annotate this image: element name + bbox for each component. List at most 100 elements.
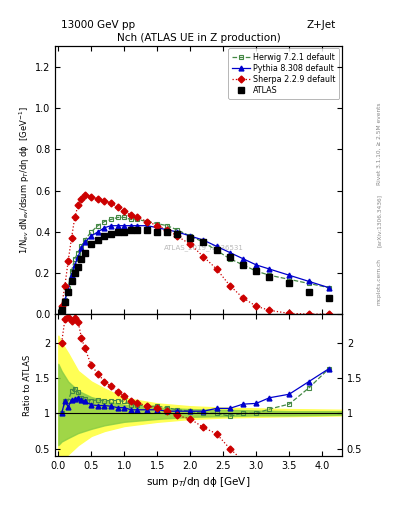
Sherpa 2.2.9 default [228,283,232,289]
Sherpa 2.2.9 default [135,215,140,221]
Pythia 8.308 default [69,272,74,279]
Text: 13000 GeV pp: 13000 GeV pp [61,20,135,30]
ATLAS [188,235,193,241]
Herwig 7.2.1 default [145,219,150,225]
Pythia 8.308 default [135,223,140,229]
Sherpa 2.2.9 default [241,295,245,301]
Line: ATLAS: ATLAS [59,227,332,313]
Pythia 8.308 default [228,249,232,255]
Line: Sherpa 2.2.9 default: Sherpa 2.2.9 default [59,193,331,316]
Herwig 7.2.1 default [69,268,74,274]
Herwig 7.2.1 default [228,255,232,262]
Herwig 7.2.1 default [79,243,84,249]
ATLAS [102,233,107,239]
Herwig 7.2.1 default [76,249,81,255]
Herwig 7.2.1 default [95,223,100,229]
Pythia 8.308 default [89,233,94,239]
Pythia 8.308 default [214,243,219,249]
Text: [arXiv:1306.3436]: [arXiv:1306.3436] [377,194,382,247]
Pythia 8.308 default [287,272,292,279]
ATLAS [174,231,179,237]
Pythia 8.308 default [129,223,133,229]
Herwig 7.2.1 default [135,217,140,223]
Text: ATLAS_2019_I1736531: ATLAS_2019_I1736531 [164,244,244,251]
Sherpa 2.2.9 default [109,200,114,206]
Herwig 7.2.1 default [241,262,245,268]
Pythia 8.308 default [62,297,67,303]
Text: Z+Jet: Z+Jet [307,20,336,30]
Sherpa 2.2.9 default [214,266,219,272]
Herwig 7.2.1 default [214,247,219,253]
Pythia 8.308 default [241,255,245,262]
ATLAS [201,239,206,245]
Sherpa 2.2.9 default [129,212,133,219]
ATLAS [155,229,160,235]
Pythia 8.308 default [115,223,120,229]
Pythia 8.308 default [83,239,87,245]
Pythia 8.308 default [66,287,71,293]
Pythia 8.308 default [307,279,311,285]
Herwig 7.2.1 default [66,285,71,291]
Pythia 8.308 default [267,266,272,272]
Sherpa 2.2.9 default [122,208,127,215]
Sherpa 2.2.9 default [267,307,272,313]
Herwig 7.2.1 default [109,217,114,223]
Text: Nch (ATLAS UE in Z production): Nch (ATLAS UE in Z production) [117,33,280,44]
ATLAS [62,299,67,305]
Sherpa 2.2.9 default [62,283,67,289]
Pythia 8.308 default [102,225,107,231]
ATLAS [241,262,245,268]
ATLAS [72,270,77,276]
ATLAS [214,247,219,253]
ATLAS [228,253,232,260]
ATLAS [59,307,64,313]
Sherpa 2.2.9 default [174,233,179,239]
Y-axis label: 1/N$_{ev}$ dN$_{ev}$/dsum p$_T$/dη dϕ  [GeV$^{-1}$]: 1/N$_{ev}$ dN$_{ev}$/dsum p$_T$/dη dϕ [G… [18,106,32,254]
Sherpa 2.2.9 default [69,235,74,241]
Y-axis label: Ratio to ATLAS: Ratio to ATLAS [23,354,32,416]
Sherpa 2.2.9 default [79,196,84,202]
ATLAS [115,229,120,235]
Herwig 7.2.1 default [188,233,193,239]
Pythia 8.308 default [188,233,193,239]
Sherpa 2.2.9 default [72,215,77,221]
ATLAS [69,279,74,285]
ATLAS [287,281,292,287]
Herwig 7.2.1 default [102,219,107,225]
Pythia 8.308 default [72,262,77,268]
Pythia 8.308 default [165,227,169,233]
Sherpa 2.2.9 default [326,311,331,317]
Legend: Herwig 7.2.1 default, Pythia 8.308 default, Sherpa 2.2.9 default, ATLAS: Herwig 7.2.1 default, Pythia 8.308 defau… [228,49,340,99]
Sherpa 2.2.9 default [66,258,71,264]
Herwig 7.2.1 default [62,297,67,303]
Pythia 8.308 default [76,253,81,260]
ATLAS [254,268,259,274]
Sherpa 2.2.9 default [201,253,206,260]
Herwig 7.2.1 default [326,285,331,291]
ATLAS [95,237,100,243]
Herwig 7.2.1 default [165,223,169,229]
Pythia 8.308 default [155,225,160,231]
ATLAS [89,241,94,247]
Sherpa 2.2.9 default [165,227,169,233]
ATLAS [83,249,87,255]
ATLAS [135,227,140,233]
Herwig 7.2.1 default [59,307,64,313]
ATLAS [66,289,71,295]
ATLAS [122,229,127,235]
Sherpa 2.2.9 default [89,194,94,200]
Sherpa 2.2.9 default [145,219,150,225]
Sherpa 2.2.9 default [95,196,100,202]
Pythia 8.308 default [122,223,127,229]
Sherpa 2.2.9 default [115,204,120,210]
Sherpa 2.2.9 default [188,241,193,247]
Pythia 8.308 default [109,223,114,229]
ATLAS [326,295,331,301]
Herwig 7.2.1 default [201,239,206,245]
X-axis label: sum p$_T$/dη dϕ [GeV]: sum p$_T$/dη dϕ [GeV] [146,475,251,489]
Line: Herwig 7.2.1 default: Herwig 7.2.1 default [59,215,331,313]
Pythia 8.308 default [95,229,100,235]
ATLAS [76,264,81,270]
Sherpa 2.2.9 default [102,198,107,204]
Pythia 8.308 default [145,223,150,229]
